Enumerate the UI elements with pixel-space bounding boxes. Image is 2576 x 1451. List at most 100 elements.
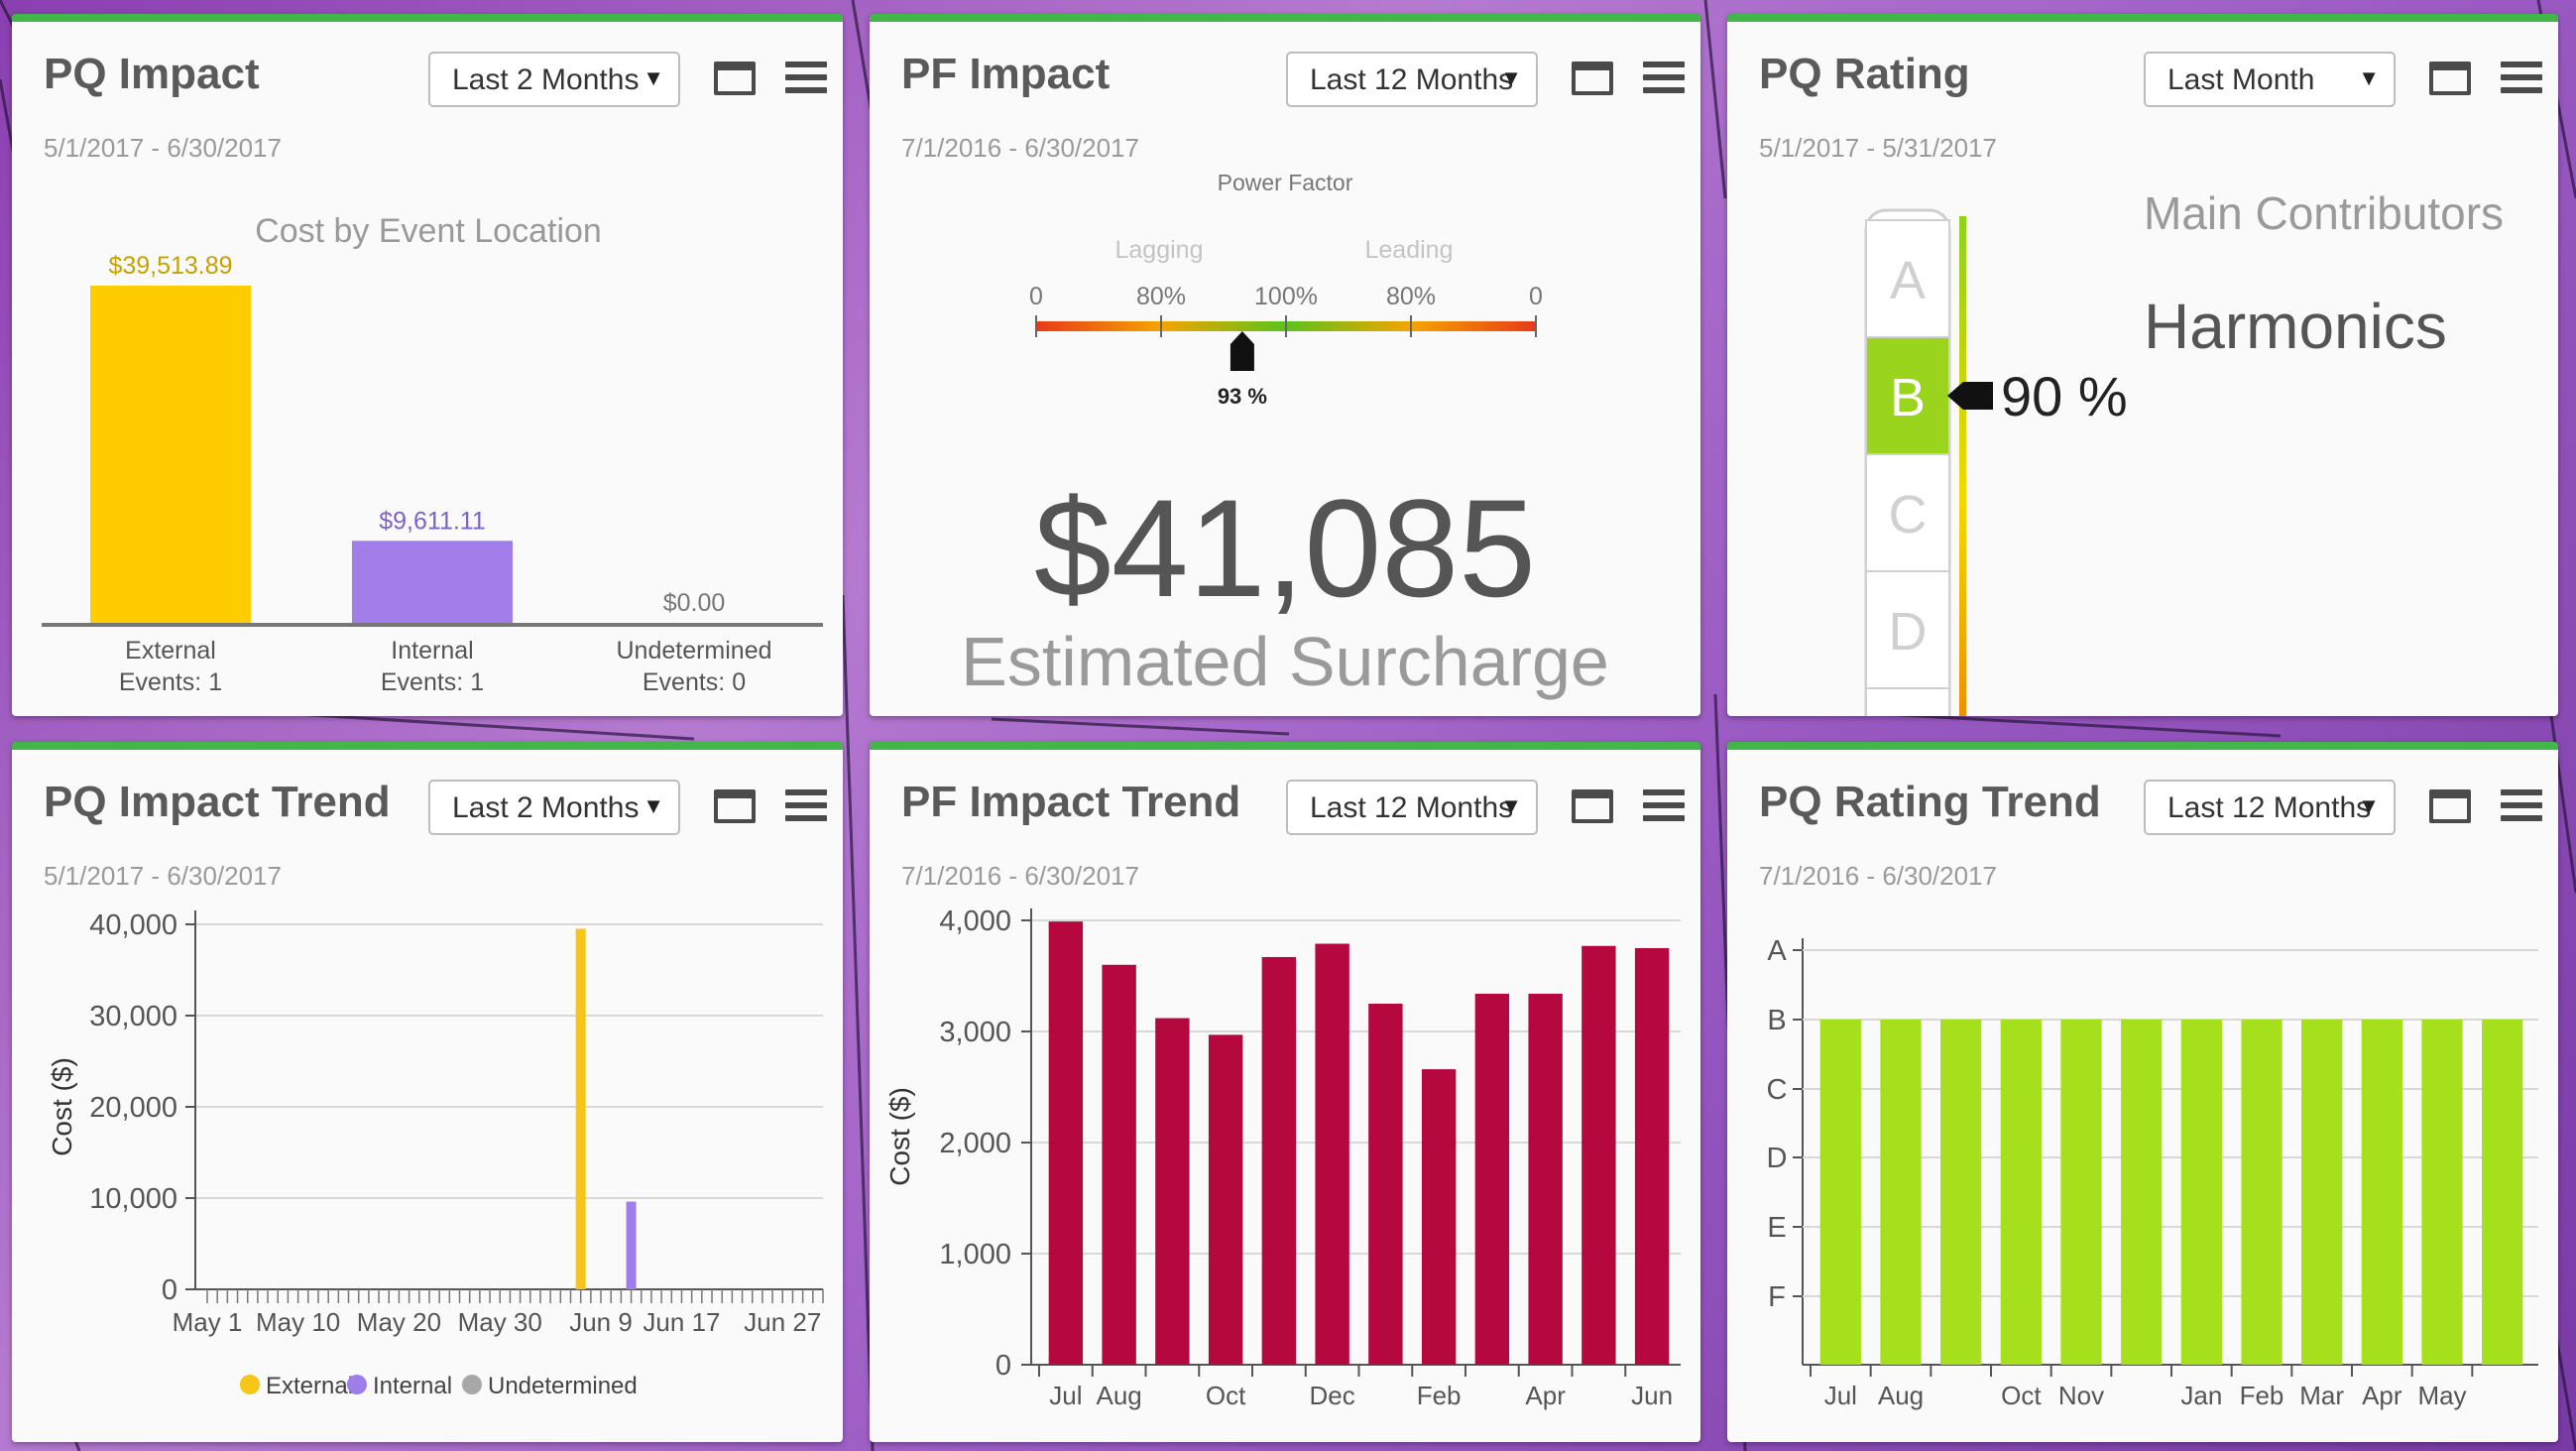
rating-cell (1865, 219, 1950, 338)
rating-cell (1865, 336, 1950, 455)
bar (1208, 1034, 1243, 1365)
window-icon[interactable] (1572, 789, 1613, 823)
y-tick-label: 0 (995, 1350, 1011, 1382)
window-icon[interactable] (714, 789, 756, 823)
range-select[interactable]: Last 12 Months ▼ (1286, 780, 1538, 835)
gauge-value-label: 93 % (1218, 384, 1267, 409)
range-select[interactable]: Last 12 Months ▼ (2144, 780, 2396, 835)
range-select[interactable]: Last 12 Months ▼ (1286, 52, 1538, 107)
bar (2121, 1020, 2163, 1365)
legend-label: Internal (373, 1373, 452, 1399)
chevron-down-icon: ▼ (2358, 793, 2380, 818)
bar (1880, 1020, 1922, 1365)
legend-marker (240, 1375, 260, 1394)
range-select[interactable]: Last 2 Months ▼ (428, 52, 680, 107)
bar (2000, 1020, 2042, 1365)
x-tick-label: Feb (2240, 1381, 2284, 1410)
pq-impact-panel: PQ Impact Last 2 Months ▼ 5/1/2017 - 6/3… (12, 14, 843, 716)
y-axis-label: Cost ($) (47, 1057, 77, 1156)
y-tick-label: 4,000 (939, 906, 1011, 937)
y-axis-label: Cost ($) (884, 1087, 915, 1186)
date-range: 7/1/2016 - 6/30/2017 (1759, 861, 1997, 891)
x-tick-label: May (2417, 1381, 2466, 1410)
x-tick-label: Jul (1049, 1381, 1082, 1410)
menu-icon[interactable] (1643, 789, 1685, 823)
data-label: $9,611.11 (379, 507, 486, 535)
y-tick-label: 20,000 (89, 1092, 177, 1124)
panel-title: PQ Rating Trend (1759, 778, 2101, 826)
window-icon[interactable] (714, 61, 756, 95)
y-tick-label: F (1768, 1281, 1786, 1313)
x-tick-label: Feb (1417, 1381, 1462, 1410)
bar (2180, 1020, 2222, 1365)
x-tick-label: May 30 (458, 1307, 542, 1337)
chevron-down-icon: ▼ (643, 65, 664, 90)
x-tick-label: Apr (2362, 1381, 2402, 1410)
power-factor-gauge: Power Factor Lagging Leading 0 80% 100% 80% 0 93… (1029, 170, 1543, 409)
date-range: 7/1/2016 - 6/30/2017 (901, 133, 1139, 163)
menu-icon[interactable] (2501, 61, 2542, 95)
rating-cell (1865, 687, 1950, 716)
range-select[interactable]: Last Month ▼ (2144, 52, 2396, 107)
y-tick-label: 2,000 (939, 1128, 1011, 1159)
x-tick-label: Apr (1525, 1381, 1566, 1410)
window-icon[interactable] (1572, 61, 1613, 95)
menu-icon[interactable] (785, 789, 827, 823)
rating-letter: C (1889, 485, 1928, 544)
menu-icon[interactable] (2501, 789, 2542, 823)
menu-icon[interactable] (1643, 61, 1685, 95)
range-select-value: Last 12 Months (2167, 791, 2372, 824)
bar (2421, 1020, 2463, 1365)
rating-gradient-bar (1959, 216, 1966, 716)
bar (575, 928, 586, 1289)
bar (2241, 1020, 2283, 1365)
x-tick-label: External (125, 637, 216, 665)
pf-impact-panel: PF Impact Last 12 Months ▼ 7/1/2016 - 6/… (870, 14, 1700, 716)
surcharge-amount: $41,085 (1033, 470, 1537, 626)
range-select-value: Last 2 Months (452, 791, 640, 824)
x-tick-sublabel: Events: 0 (643, 668, 746, 696)
window-icon[interactable] (2429, 789, 2471, 823)
y-tick-label: 0 (162, 1274, 177, 1306)
rating-letter: A (1890, 251, 1926, 310)
bar (1048, 921, 1084, 1365)
rating-scale: ABCDE90 % (1864, 208, 2128, 716)
x-tick-label: May 20 (357, 1307, 441, 1337)
chevron-down-icon: ▼ (1500, 65, 1522, 90)
panel-title: PQ Impact (44, 50, 260, 98)
bar (1819, 1020, 1861, 1365)
y-tick-label: D (1767, 1143, 1788, 1174)
bar (1155, 1018, 1190, 1365)
range-select[interactable]: Last 2 Months ▼ (428, 780, 680, 835)
y-tick-label: C (1767, 1074, 1788, 1106)
pq-impact-trend-chart: 0 10,000 20,000 30,000 40,000 May 1 May 10 May … (47, 909, 824, 1399)
range-select-value: Last 2 Months (452, 63, 640, 96)
chart-title: Cost by Event Location (255, 212, 602, 250)
panel-title: PQ Impact Trend (44, 778, 391, 826)
data-label: $0.00 (663, 589, 726, 617)
pq-impact-trend-panel: PQ Impact Trend Last 2 Months ▼ 5/1/2017… (12, 742, 843, 1442)
pf-impact-trend-chart: 0 1,000 2,000 3,000 4,000 Cost ($) Jul Aug Oct De… (884, 906, 1681, 1410)
x-tick-label: Undetermined (616, 637, 771, 665)
menu-icon[interactable] (785, 61, 827, 95)
x-tick-label: May 10 (256, 1307, 340, 1337)
gauge-tick-label: 80% (1386, 283, 1436, 310)
bar (1261, 956, 1297, 1365)
bar (2060, 1020, 2102, 1365)
panel-title: PF Impact (901, 50, 1111, 98)
rating-cell (1865, 570, 1950, 689)
bar (2301, 1020, 2343, 1365)
x-tick-label: Aug (1096, 1381, 1141, 1410)
x-tick-label: Jan (2180, 1381, 2222, 1410)
x-tick-label: Oct (2001, 1381, 2042, 1410)
gauge-tick-label: 0 (1529, 283, 1543, 310)
gauge-left-label: Lagging (1115, 236, 1204, 264)
x-tick-label: Jun 17 (643, 1307, 720, 1337)
y-tick-label: 30,000 (89, 1001, 177, 1032)
date-range: 7/1/2016 - 6/30/2017 (901, 861, 1139, 891)
window-icon[interactable] (2429, 61, 2471, 95)
legend-label: External (266, 1373, 353, 1399)
y-tick-label: 40,000 (89, 909, 177, 941)
x-tick-label: Jun 9 (569, 1307, 633, 1337)
gauge-title: Power Factor (1218, 170, 1353, 195)
